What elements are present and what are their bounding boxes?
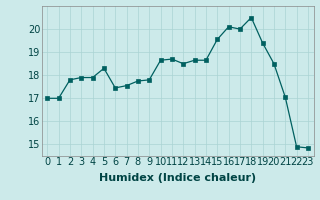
X-axis label: Humidex (Indice chaleur): Humidex (Indice chaleur) <box>99 173 256 183</box>
